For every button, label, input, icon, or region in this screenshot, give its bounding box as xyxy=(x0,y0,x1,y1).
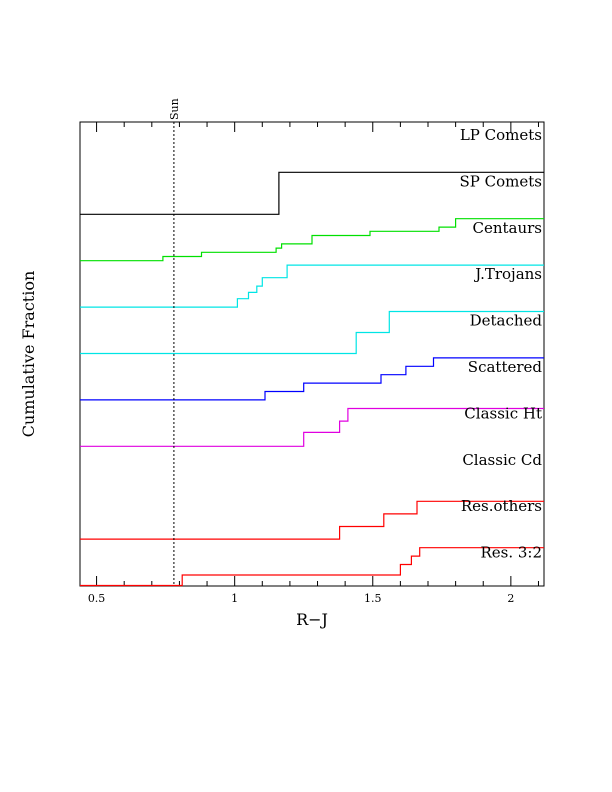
reference-layer: Sun xyxy=(168,98,181,586)
series-label: Scattered xyxy=(468,358,543,376)
series-label: Res. 3:2 xyxy=(480,544,542,562)
x-tick-label: 2 xyxy=(507,592,514,605)
series-label: Res.others xyxy=(461,497,542,515)
series-layer xyxy=(80,171,544,587)
series-line xyxy=(80,171,544,215)
y-axis-label: Cumulative Fraction xyxy=(19,271,38,438)
x-tick-label: 0.5 xyxy=(88,592,106,605)
series-line xyxy=(80,357,544,401)
series-line xyxy=(80,500,544,540)
series-line xyxy=(80,264,544,308)
series-label: J.Trojans xyxy=(473,265,542,283)
series-label: Centaurs xyxy=(472,219,542,237)
series-label: Detached xyxy=(470,312,543,330)
series-label: LP Comets xyxy=(460,126,542,144)
series-label: SP Comets xyxy=(460,172,542,190)
series-line xyxy=(80,407,544,447)
series-label: Classic Cd xyxy=(462,451,542,469)
series-line xyxy=(80,547,544,587)
tick-labels: 0.5 1 1.5 2 xyxy=(88,592,515,605)
axis-ticks xyxy=(96,122,539,586)
labels-layer: LP Comets SP Comets Centaurs J.Trojans Detac… xyxy=(460,126,543,562)
reference-label: Sun xyxy=(168,98,181,120)
x-tick-label: 1.5 xyxy=(364,592,382,605)
series-label: Classic Ht xyxy=(464,404,542,422)
series-line xyxy=(80,218,544,262)
series-line xyxy=(80,310,544,355)
x-tick-label: 1 xyxy=(231,592,238,605)
x-axis-label: R−J xyxy=(296,610,328,629)
